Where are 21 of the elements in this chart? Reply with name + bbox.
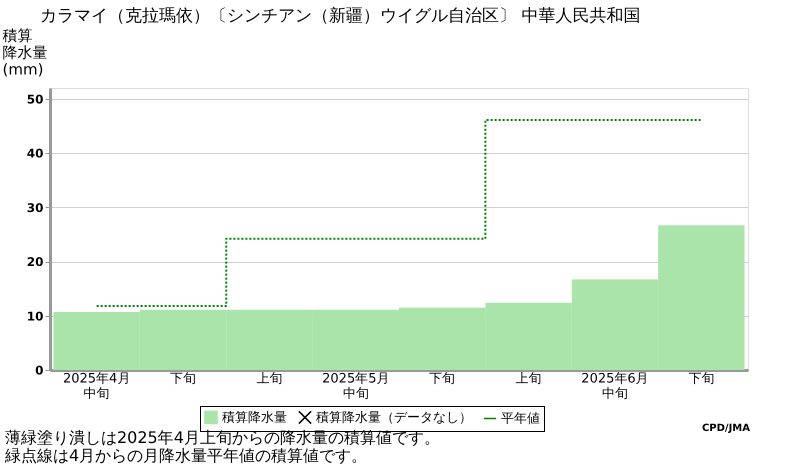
x-tick-label: 2025年4月中旬 bbox=[62, 372, 130, 402]
legend-label: 積算降水量（データなし） bbox=[316, 410, 472, 426]
x-tick-label: 下旬 bbox=[688, 372, 714, 386]
x-tick-label: 上旬 bbox=[256, 372, 282, 386]
text: CPD/JMA bbox=[702, 423, 750, 434]
legend-label: 平年値 bbox=[501, 412, 540, 426]
x-tick-label: 2025年6月中旬 bbox=[581, 372, 649, 402]
y-tick-label: 40 bbox=[26, 146, 44, 161]
y-tick-label: 10 bbox=[26, 309, 44, 324]
chart-title: カラマイ（克拉瑪依）〔シンチアン（新疆）ウイグル自治区〕 中華人民共和国 bbox=[40, 6, 640, 26]
y-tick-label: 20 bbox=[26, 255, 44, 270]
y-tick-label: 50 bbox=[26, 92, 44, 106]
legend-label: 積算降水量 bbox=[222, 410, 287, 426]
y-tick-label: 0 bbox=[35, 364, 44, 378]
y-tick-label: 30 bbox=[26, 200, 44, 215]
text: 緑点線は4月からの月降水量平年値の積算値です。 bbox=[4, 446, 368, 465]
x-tick-label: 下旬 bbox=[429, 372, 456, 386]
x-tick-label: 上旬 bbox=[516, 372, 542, 386]
y-axis-title: 積算降水量(mm) bbox=[2, 26, 48, 78]
x-tick-label: 2025年5月中旬 bbox=[322, 372, 390, 402]
x-tick-label: 下旬 bbox=[170, 372, 196, 386]
